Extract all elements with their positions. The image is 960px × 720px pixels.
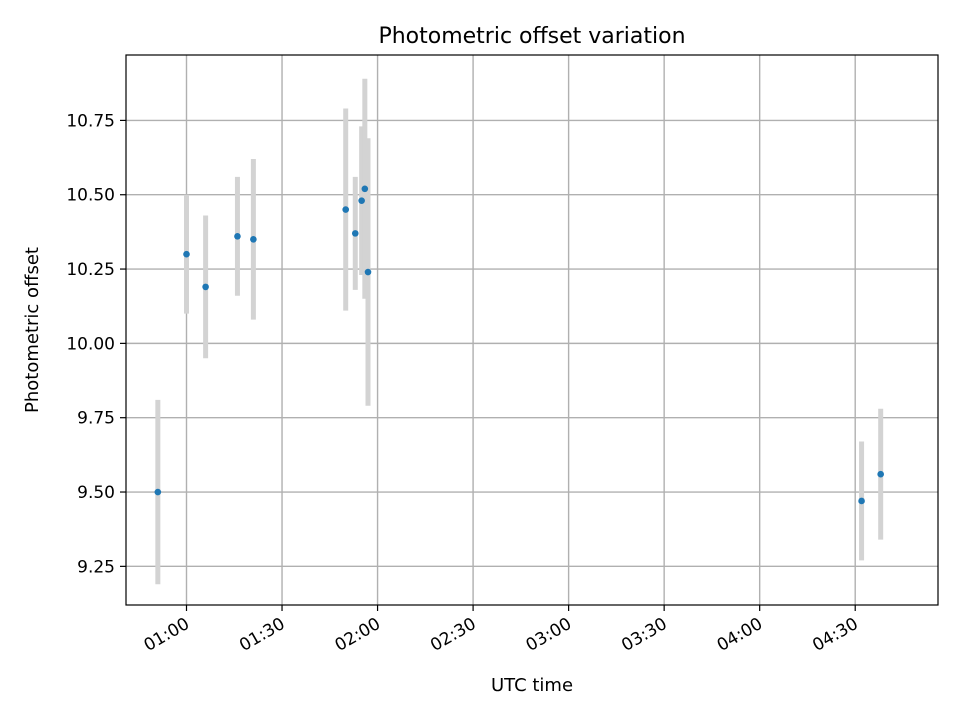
y-tick-label: 10.50 xyxy=(66,186,115,206)
y-axis-ticks: 9.25 9.50 9.75 10.00 10.25 10.50 10.75 xyxy=(66,111,126,577)
y-tick-label: 9.50 xyxy=(77,483,115,503)
chart-title: Photometric offset variation xyxy=(378,24,685,49)
data-point xyxy=(361,185,369,193)
data-point xyxy=(234,233,241,240)
y-tick-label: 9.25 xyxy=(77,557,115,577)
y-tick-label: 9.75 xyxy=(77,409,115,429)
grid xyxy=(126,55,938,605)
data-point xyxy=(183,250,190,258)
plot-frame xyxy=(125,54,939,606)
data-point xyxy=(250,236,257,243)
data-point xyxy=(358,197,365,204)
data-point xyxy=(154,488,162,496)
y-axis-label: Photometric offset xyxy=(22,247,43,413)
data-point xyxy=(342,206,350,213)
data-point xyxy=(364,268,372,276)
data-point xyxy=(858,497,865,505)
data-points xyxy=(154,185,884,505)
data-point xyxy=(351,230,359,237)
y-tick-label: 10.25 xyxy=(66,260,115,280)
data-point xyxy=(202,283,209,291)
data-point xyxy=(877,470,884,478)
y-tick-label: 10.75 xyxy=(66,111,115,131)
x-axis-label: UTC time xyxy=(491,675,573,696)
y-tick-label: 10.00 xyxy=(66,334,115,354)
